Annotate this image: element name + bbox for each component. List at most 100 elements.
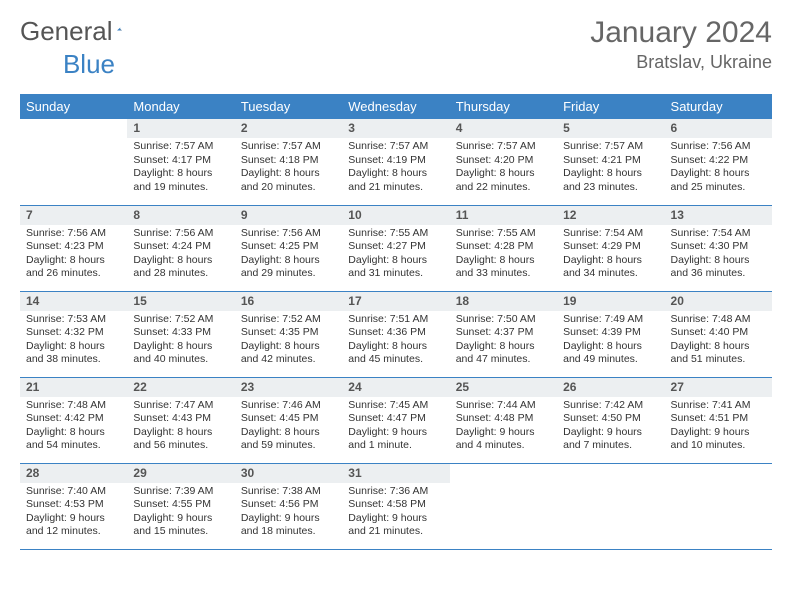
sunset-line: Sunset: 4:51 PM xyxy=(671,412,766,425)
sunrise-line: Sunrise: 7:55 AM xyxy=(456,227,551,240)
calendar-cell: 21Sunrise: 7:48 AMSunset: 4:42 PMDayligh… xyxy=(20,377,127,463)
daylight-line: Daylight: 8 hours and 54 minutes. xyxy=(26,426,121,453)
sunset-line: Sunset: 4:28 PM xyxy=(456,240,551,253)
day-number: 28 xyxy=(20,464,127,483)
calendar-cell: 3Sunrise: 7:57 AMSunset: 4:19 PMDaylight… xyxy=(342,119,449,205)
day-number: 6 xyxy=(665,119,772,138)
day-number: 22 xyxy=(127,378,234,397)
sunrise-line: Sunrise: 7:57 AM xyxy=(563,140,658,153)
calendar-cell: 13Sunrise: 7:54 AMSunset: 4:30 PMDayligh… xyxy=(665,205,772,291)
day-details: Sunrise: 7:57 AMSunset: 4:18 PMDaylight:… xyxy=(235,138,342,198)
daylight-line: Daylight: 8 hours and 25 minutes. xyxy=(671,167,766,194)
day-details: Sunrise: 7:36 AMSunset: 4:58 PMDaylight:… xyxy=(342,483,449,543)
daylight-line: Daylight: 8 hours and 36 minutes. xyxy=(671,254,766,281)
calendar-week-row: 1Sunrise: 7:57 AMSunset: 4:17 PMDaylight… xyxy=(20,119,772,205)
day-details: Sunrise: 7:48 AMSunset: 4:40 PMDaylight:… xyxy=(665,311,772,371)
sunset-line: Sunset: 4:45 PM xyxy=(241,412,336,425)
title-block: January 2024 Bratslav, Ukraine xyxy=(590,16,772,73)
sunrise-line: Sunrise: 7:54 AM xyxy=(671,227,766,240)
sunrise-line: Sunrise: 7:45 AM xyxy=(348,399,443,412)
sunrise-line: Sunrise: 7:38 AM xyxy=(241,485,336,498)
sunset-line: Sunset: 4:32 PM xyxy=(26,326,121,339)
sunset-line: Sunset: 4:42 PM xyxy=(26,412,121,425)
calendar-cell: 14Sunrise: 7:53 AMSunset: 4:32 PMDayligh… xyxy=(20,291,127,377)
logo-text-2: Blue xyxy=(63,49,115,80)
sunset-line: Sunset: 4:33 PM xyxy=(133,326,228,339)
sunrise-line: Sunrise: 7:56 AM xyxy=(241,227,336,240)
calendar-cell xyxy=(20,119,127,205)
day-details: Sunrise: 7:42 AMSunset: 4:50 PMDaylight:… xyxy=(557,397,664,457)
calendar-cell: 11Sunrise: 7:55 AMSunset: 4:28 PMDayligh… xyxy=(450,205,557,291)
weekday-header: Sunday xyxy=(20,94,127,119)
day-number: 26 xyxy=(557,378,664,397)
day-number: 3 xyxy=(342,119,449,138)
day-details: Sunrise: 7:51 AMSunset: 4:36 PMDaylight:… xyxy=(342,311,449,371)
daylight-line: Daylight: 8 hours and 40 minutes. xyxy=(133,340,228,367)
sunrise-line: Sunrise: 7:49 AM xyxy=(563,313,658,326)
day-details: Sunrise: 7:57 AMSunset: 4:21 PMDaylight:… xyxy=(557,138,664,198)
calendar-cell: 27Sunrise: 7:41 AMSunset: 4:51 PMDayligh… xyxy=(665,377,772,463)
calendar-week-row: 28Sunrise: 7:40 AMSunset: 4:53 PMDayligh… xyxy=(20,463,772,549)
calendar-cell: 4Sunrise: 7:57 AMSunset: 4:20 PMDaylight… xyxy=(450,119,557,205)
day-details: Sunrise: 7:50 AMSunset: 4:37 PMDaylight:… xyxy=(450,311,557,371)
day-number: 11 xyxy=(450,206,557,225)
day-number: 13 xyxy=(665,206,772,225)
sunrise-line: Sunrise: 7:44 AM xyxy=(456,399,551,412)
sunset-line: Sunset: 4:24 PM xyxy=(133,240,228,253)
sunrise-line: Sunrise: 7:53 AM xyxy=(26,313,121,326)
location: Bratslav, Ukraine xyxy=(590,52,772,73)
day-details: Sunrise: 7:40 AMSunset: 4:53 PMDaylight:… xyxy=(20,483,127,543)
daylight-line: Daylight: 8 hours and 26 minutes. xyxy=(26,254,121,281)
calendar-cell: 6Sunrise: 7:56 AMSunset: 4:22 PMDaylight… xyxy=(665,119,772,205)
calendar-cell: 18Sunrise: 7:50 AMSunset: 4:37 PMDayligh… xyxy=(450,291,557,377)
day-details: Sunrise: 7:56 AMSunset: 4:24 PMDaylight:… xyxy=(127,225,234,285)
daylight-line: Daylight: 9 hours and 1 minute. xyxy=(348,426,443,453)
daylight-line: Daylight: 8 hours and 31 minutes. xyxy=(348,254,443,281)
sunrise-line: Sunrise: 7:48 AM xyxy=(671,313,766,326)
daylight-line: Daylight: 9 hours and 4 minutes. xyxy=(456,426,551,453)
calendar-cell: 7Sunrise: 7:56 AMSunset: 4:23 PMDaylight… xyxy=(20,205,127,291)
weekday-header: Thursday xyxy=(450,94,557,119)
day-number: 4 xyxy=(450,119,557,138)
sunrise-line: Sunrise: 7:51 AM xyxy=(348,313,443,326)
day-number: 5 xyxy=(557,119,664,138)
weekday-header: Monday xyxy=(127,94,234,119)
logo: General xyxy=(20,16,147,47)
day-details: Sunrise: 7:55 AMSunset: 4:27 PMDaylight:… xyxy=(342,225,449,285)
sunset-line: Sunset: 4:17 PM xyxy=(133,154,228,167)
daylight-line: Daylight: 8 hours and 45 minutes. xyxy=(348,340,443,367)
calendar-cell: 28Sunrise: 7:40 AMSunset: 4:53 PMDayligh… xyxy=(20,463,127,549)
calendar-cell: 12Sunrise: 7:54 AMSunset: 4:29 PMDayligh… xyxy=(557,205,664,291)
day-details: Sunrise: 7:56 AMSunset: 4:23 PMDaylight:… xyxy=(20,225,127,285)
daylight-line: Daylight: 8 hours and 51 minutes. xyxy=(671,340,766,367)
daylight-line: Daylight: 8 hours and 49 minutes. xyxy=(563,340,658,367)
sunrise-line: Sunrise: 7:47 AM xyxy=(133,399,228,412)
day-details: Sunrise: 7:48 AMSunset: 4:42 PMDaylight:… xyxy=(20,397,127,457)
day-details: Sunrise: 7:44 AMSunset: 4:48 PMDaylight:… xyxy=(450,397,557,457)
calendar-cell: 31Sunrise: 7:36 AMSunset: 4:58 PMDayligh… xyxy=(342,463,449,549)
day-number: 17 xyxy=(342,292,449,311)
day-number: 29 xyxy=(127,464,234,483)
day-details: Sunrise: 7:49 AMSunset: 4:39 PMDaylight:… xyxy=(557,311,664,371)
logo-text-1: General xyxy=(20,16,113,47)
day-details: Sunrise: 7:47 AMSunset: 4:43 PMDaylight:… xyxy=(127,397,234,457)
sunset-line: Sunset: 4:27 PM xyxy=(348,240,443,253)
daylight-line: Daylight: 8 hours and 47 minutes. xyxy=(456,340,551,367)
calendar-cell: 30Sunrise: 7:38 AMSunset: 4:56 PMDayligh… xyxy=(235,463,342,549)
calendar-cell: 2Sunrise: 7:57 AMSunset: 4:18 PMDaylight… xyxy=(235,119,342,205)
sunrise-line: Sunrise: 7:52 AM xyxy=(133,313,228,326)
day-details: Sunrise: 7:53 AMSunset: 4:32 PMDaylight:… xyxy=(20,311,127,371)
sunset-line: Sunset: 4:53 PM xyxy=(26,498,121,511)
day-details: Sunrise: 7:45 AMSunset: 4:47 PMDaylight:… xyxy=(342,397,449,457)
daylight-line: Daylight: 8 hours and 23 minutes. xyxy=(563,167,658,194)
logo-icon xyxy=(117,19,122,39)
calendar-cell: 24Sunrise: 7:45 AMSunset: 4:47 PMDayligh… xyxy=(342,377,449,463)
sunset-line: Sunset: 4:29 PM xyxy=(563,240,658,253)
daylight-line: Daylight: 8 hours and 19 minutes. xyxy=(133,167,228,194)
daylight-line: Daylight: 9 hours and 21 minutes. xyxy=(348,512,443,539)
day-number: 25 xyxy=(450,378,557,397)
calendar-cell: 29Sunrise: 7:39 AMSunset: 4:55 PMDayligh… xyxy=(127,463,234,549)
sunrise-line: Sunrise: 7:36 AM xyxy=(348,485,443,498)
calendar-table: SundayMondayTuesdayWednesdayThursdayFrid… xyxy=(20,94,772,550)
daylight-line: Daylight: 8 hours and 28 minutes. xyxy=(133,254,228,281)
